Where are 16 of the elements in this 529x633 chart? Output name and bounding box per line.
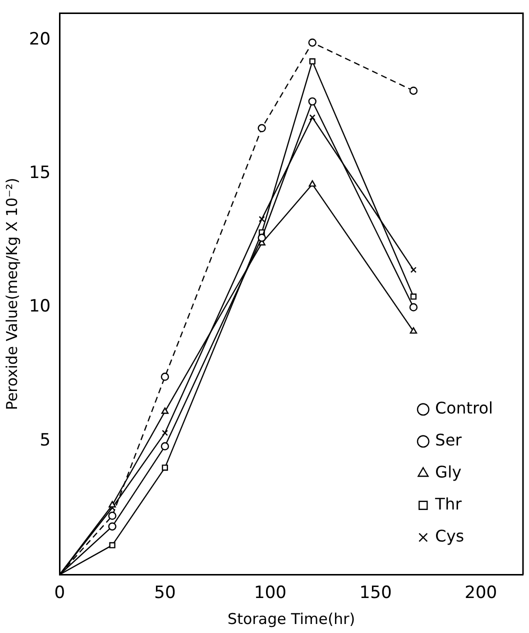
legend-label: Gly bbox=[435, 462, 462, 482]
legend-label: Ser bbox=[435, 430, 462, 450]
legend-label: Control bbox=[435, 398, 494, 418]
x-axis-title: Storage Time(hr) bbox=[228, 610, 356, 628]
y-tick-label: 20 bbox=[28, 29, 51, 50]
x-tick-label: 150 bbox=[359, 583, 392, 604]
y-axis-title: Peroxide Value(meq/Kg X 10⁻²) bbox=[2, 178, 21, 410]
legend-label: Cys bbox=[435, 526, 464, 546]
x-tick-label: 200 bbox=[464, 583, 498, 604]
x-tick-label: 100 bbox=[254, 583, 286, 604]
y-tick-label: 5 bbox=[40, 430, 51, 450]
y-tick-label: 15 bbox=[28, 163, 51, 184]
y-tick-label: 10 bbox=[28, 296, 51, 317]
x-tick-label: 0 bbox=[54, 583, 66, 604]
legend-label: Thr bbox=[434, 494, 462, 514]
x-tick-label: 50 bbox=[154, 583, 176, 604]
